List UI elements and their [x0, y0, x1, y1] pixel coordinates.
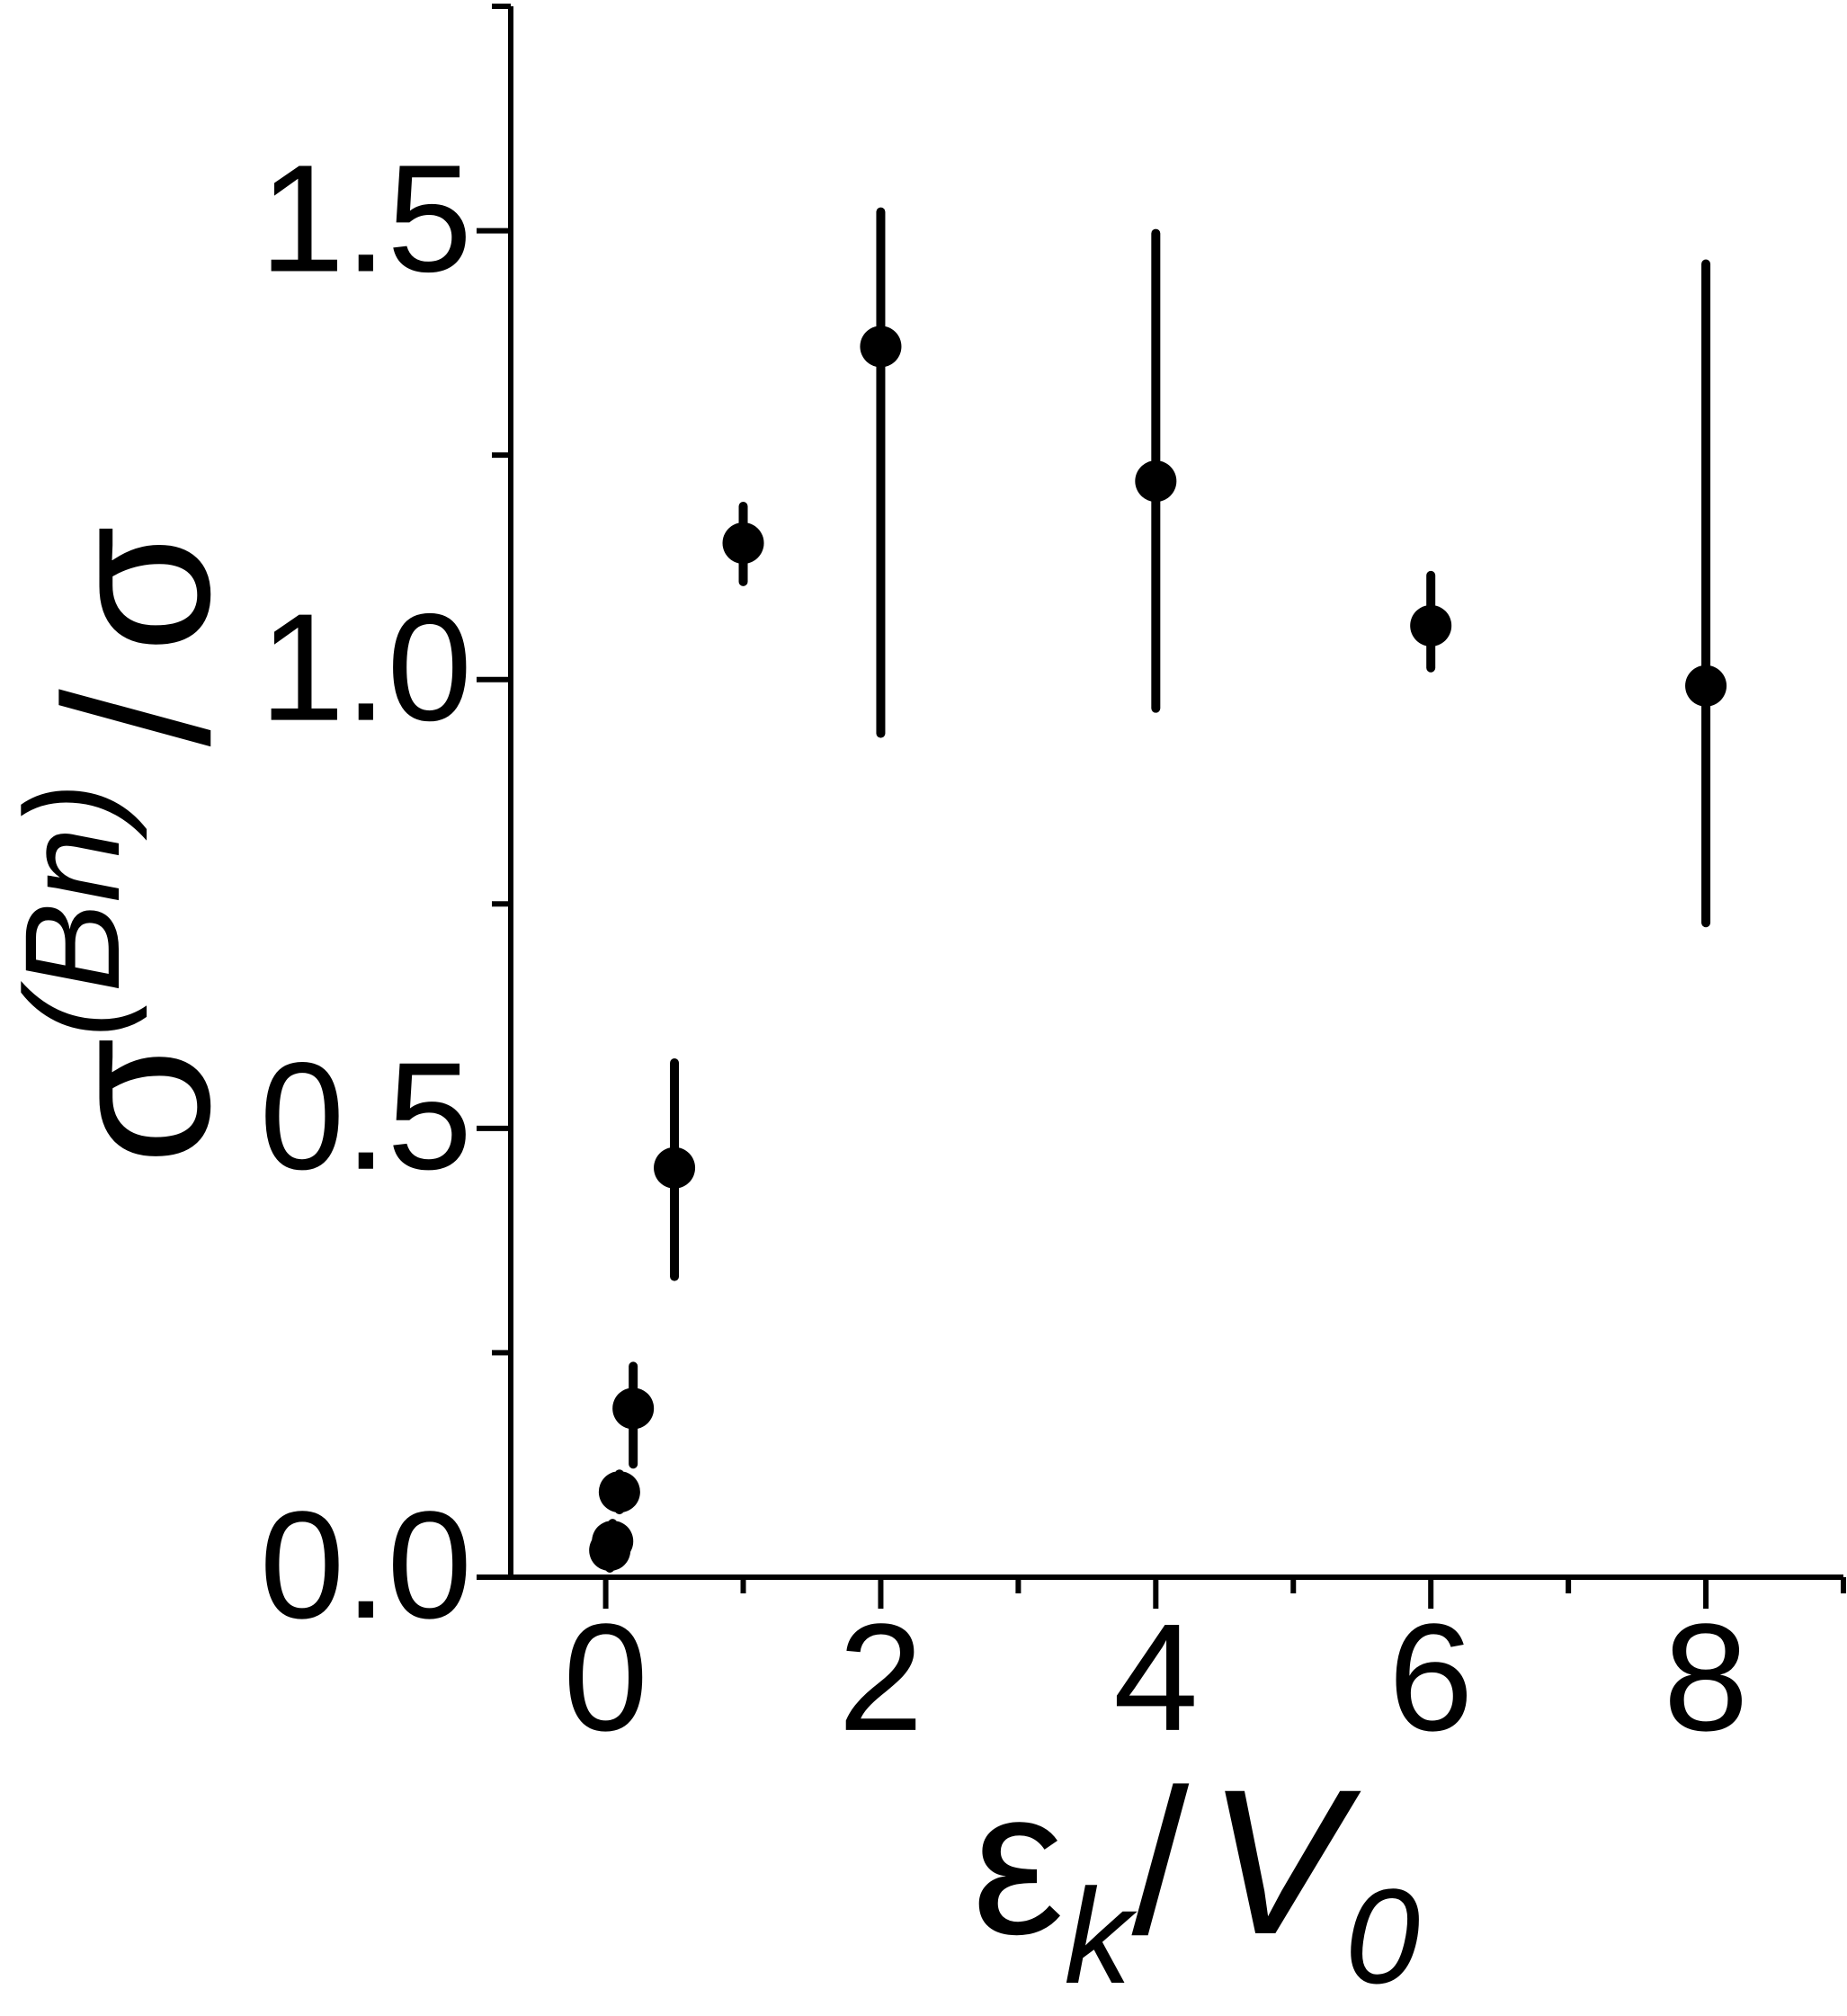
data-point [722, 522, 764, 564]
y-tick-label: 1.0 [260, 583, 472, 754]
x-tick-label: 2 [838, 1592, 924, 1763]
x-tick-label: 8 [1664, 1592, 1749, 1763]
data-point [592, 1521, 634, 1563]
data-point [654, 1146, 696, 1189]
x-tick-label: 0 [563, 1592, 648, 1763]
y-tick-label: 0.0 [260, 1480, 472, 1651]
x-tick-label: 4 [1113, 1592, 1199, 1763]
data-point [598, 1471, 640, 1513]
y-label-sup: (Bn) [0, 782, 147, 1037]
data-point [860, 326, 902, 368]
y-axis-label: σ(Bn)/σ [0, 525, 253, 1164]
x-label-base2: V [1207, 1746, 1361, 1977]
y-tick-label: 0.5 [260, 1031, 472, 1202]
x-label-base: ε [972, 1746, 1065, 1977]
data-point [612, 1387, 655, 1430]
x-label-sep: / [1131, 1746, 1189, 1977]
y-label-base2: σ [22, 525, 253, 653]
data-point [1685, 665, 1727, 707]
x-axis-label: εk/V0 [972, 1746, 1420, 2012]
y-label-base: σ [22, 1038, 253, 1165]
y-tick-label: 1.5 [260, 133, 472, 304]
x-label-sub2: 0 [1345, 1860, 1420, 2012]
data-point [1410, 604, 1452, 647]
x-label-sub: k [1064, 1860, 1138, 2012]
x-tick-label: 6 [1388, 1592, 1474, 1763]
data-point [1135, 460, 1177, 503]
y-label-sep: / [22, 689, 253, 746]
